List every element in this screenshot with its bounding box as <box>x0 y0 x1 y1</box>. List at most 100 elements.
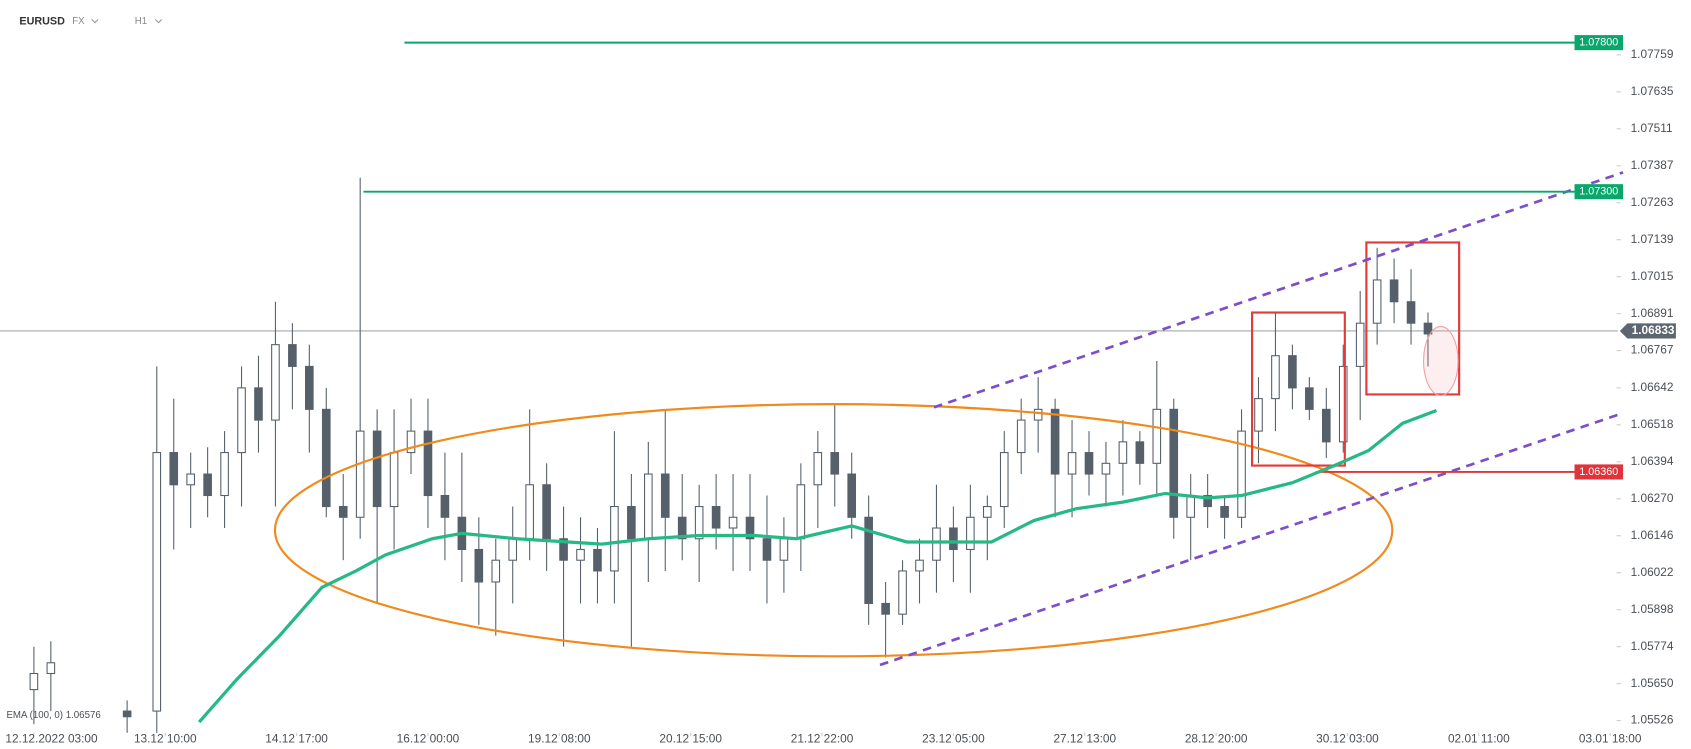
candle-body <box>1135 441 1145 464</box>
candle-body <box>1271 355 1280 400</box>
level-label: 1.06360 <box>1579 466 1618 478</box>
x-tick-label: 19.12 08:00 <box>528 731 591 745</box>
candle-body <box>1118 441 1128 464</box>
candle-body <box>508 538 518 561</box>
highlight-ellipse <box>1423 326 1459 397</box>
candle-body <box>830 452 840 475</box>
x-tick-label: 30.12 03:00 <box>1316 731 1379 745</box>
candle-body <box>1423 322 1433 335</box>
x-tick-label: 28.12 20:00 <box>1185 731 1248 745</box>
dropdown-icon[interactable] <box>154 19 163 24</box>
candle-body <box>491 559 501 583</box>
candle-body <box>627 506 636 540</box>
candle-body <box>169 452 179 486</box>
y-tick-label: 1.05898 <box>1631 602 1674 616</box>
candle-body <box>1067 452 1077 475</box>
candle-body <box>745 516 755 540</box>
x-tick-label: 27.12 13:00 <box>1053 731 1116 745</box>
candle-body <box>966 516 975 551</box>
drawings <box>197 41 1624 724</box>
y-tick-label: 1.07139 <box>1631 232 1674 246</box>
y-tick-label: 1.06518 <box>1631 417 1674 431</box>
dropdown-icon[interactable] <box>91 19 99 24</box>
candle-body <box>847 473 857 518</box>
x-tick-label: 13.12 10:00 <box>134 731 197 745</box>
candle-body <box>542 484 551 540</box>
candle-body <box>186 473 195 486</box>
candle-body <box>898 570 907 615</box>
candle-body <box>949 527 958 551</box>
candle-body <box>525 484 534 540</box>
candle-body <box>932 527 941 561</box>
candle-body <box>982 506 992 518</box>
candle-body <box>1237 430 1246 518</box>
candle-body <box>711 506 721 529</box>
candle-body <box>1186 494 1196 518</box>
x-tick-label: 20.12 15:00 <box>659 731 722 745</box>
candle-body <box>46 662 56 675</box>
candle-body <box>1169 408 1179 518</box>
candle-body <box>288 344 297 367</box>
candle-body <box>152 452 162 712</box>
y-tick-label: 1.07635 <box>1631 84 1674 98</box>
y-tick-label: 1.06270 <box>1631 491 1674 505</box>
candle-body <box>220 452 229 497</box>
x-tick-label: 21.12 22:00 <box>791 731 854 745</box>
candle-body <box>1152 408 1162 464</box>
candle-body <box>254 387 263 421</box>
candle-body <box>881 602 890 615</box>
y-tick-label: 1.06642 <box>1631 380 1674 394</box>
candle-body <box>728 516 738 529</box>
candle-body <box>660 473 670 518</box>
range-ellipse <box>273 403 1394 658</box>
candle-body <box>1101 462 1111 475</box>
candle-body <box>1338 365 1348 443</box>
candle-body <box>29 672 39 691</box>
timeframe[interactable]: H1 <box>135 16 147 27</box>
candle-body <box>1084 452 1094 475</box>
candle-body <box>677 516 687 540</box>
y-tick-label: 1.05526 <box>1631 713 1674 727</box>
candle-body <box>305 365 314 410</box>
candle-body <box>271 344 280 421</box>
candle-body <box>389 452 399 508</box>
y-tick-label: 1.07511 <box>1631 121 1673 135</box>
candle-body <box>338 506 348 518</box>
ema-line <box>197 408 1438 724</box>
x-tick-label: 16.12 00:00 <box>397 731 460 745</box>
indicator-label[interactable]: EMA (100, 0) 1.06576 <box>6 710 100 721</box>
candle-body <box>1220 506 1229 518</box>
candle-body <box>1254 398 1263 432</box>
candle-body <box>1305 387 1314 410</box>
candle-body <box>559 538 568 561</box>
level-tag <box>1574 35 1624 51</box>
candle-body <box>593 548 602 572</box>
candle-body <box>122 710 132 718</box>
candle-body <box>779 538 789 561</box>
symbol[interactable]: EURUSD <box>19 15 65 27</box>
y-tick-label: 1.06394 <box>1631 454 1674 468</box>
level-label: 1.07300 <box>1579 186 1618 198</box>
y-tick-label: 1.07387 <box>1631 158 1674 172</box>
candle-body <box>694 506 704 540</box>
candle-body <box>915 559 924 572</box>
candle-body <box>440 494 450 518</box>
candle-body <box>1321 408 1331 443</box>
candle-body <box>237 387 246 454</box>
level-tag <box>1574 464 1624 480</box>
x-tick-label: 14.12 17:00 <box>265 731 328 745</box>
x-tick-label: 12.12.2022 03:00 <box>5 731 98 745</box>
candle-body <box>1050 408 1060 475</box>
plot <box>0 177 1618 733</box>
y-tick-label: 1.06022 <box>1631 565 1674 579</box>
candle-body <box>762 538 772 561</box>
candle-body <box>1355 322 1365 367</box>
candle-body <box>1372 279 1382 324</box>
candle-body <box>372 430 382 508</box>
y-tick-label: 1.06767 <box>1631 343 1674 357</box>
y-tick-label: 1.07759 <box>1631 47 1674 61</box>
candle-body <box>864 516 873 604</box>
market[interactable]: FX <box>72 16 85 27</box>
candle-body <box>355 430 365 518</box>
